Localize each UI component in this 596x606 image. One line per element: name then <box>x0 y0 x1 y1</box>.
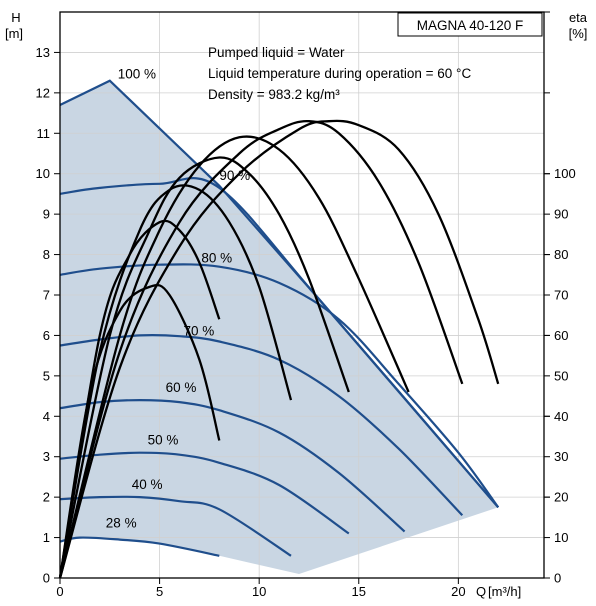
right-tick-label: 80 <box>554 247 568 262</box>
head-curve-28 <box>59 536 220 557</box>
title-frame <box>397 12 543 37</box>
left-tick-label: 3 <box>43 449 50 464</box>
eta-curve-60 <box>58 184 293 579</box>
left-tick-label: 7 <box>43 288 50 303</box>
eta-curve-90 <box>58 119 464 579</box>
left-tick-label: 1 <box>43 530 50 545</box>
right-tick-label: 90 <box>554 207 568 222</box>
curve-label-80: 80 % <box>201 251 232 266</box>
left-tick-label: 0 <box>43 571 50 586</box>
left-axis-name: H <box>11 10 20 25</box>
bottom-tick-label: 10 <box>252 584 266 599</box>
head-curves <box>59 79 500 557</box>
efficiency-curves <box>58 119 500 579</box>
eta-curve-40 <box>58 283 221 579</box>
note-liquid: Pumped liquid = Water <box>208 45 345 60</box>
head-curve-40 <box>59 495 292 557</box>
left-tick-label: 13 <box>36 45 50 60</box>
note-density: Density = 983.2 kg/m³ <box>208 87 340 102</box>
head-curve-50 <box>59 451 350 535</box>
curve-label-90: 90 % <box>219 168 250 183</box>
right-axis-name: eta <box>569 10 588 25</box>
left-tick-label: 11 <box>37 126 51 141</box>
right-tick-label: 20 <box>554 490 568 505</box>
curve-label-28: 28 % <box>106 515 137 530</box>
right-tick-label: 70 <box>554 288 568 303</box>
left-tick-label: 6 <box>43 328 50 343</box>
curve-labels: 100 % 90 % 80 % 70 % 60 % 50 % 40 % 28 % <box>106 67 250 531</box>
title-box: MAGNA 40-120 F <box>397 12 543 37</box>
right-tick-label: 50 <box>554 368 568 383</box>
operating-area <box>60 80 499 574</box>
right-tick-label: 100 <box>554 166 576 181</box>
head-curve-60 <box>59 398 406 533</box>
bottom-tick-label: 5 <box>156 584 163 599</box>
left-tick-label: 4 <box>43 409 50 424</box>
eta-curve-80 <box>58 135 410 579</box>
right-tick-label: 30 <box>554 449 568 464</box>
curve-label-100: 100 % <box>118 67 156 82</box>
right-tick-label: 40 <box>554 409 568 424</box>
bottom-tick-label: 20 <box>451 584 465 599</box>
x-axis-name: Q <box>476 584 486 599</box>
left-tick-label: 9 <box>43 207 50 222</box>
curve-label-40: 40 % <box>132 477 163 492</box>
right-axis-unit: [%] <box>569 26 588 41</box>
eta-curve-70 <box>58 156 350 579</box>
x-axis-unit: [m³/h] <box>488 584 521 599</box>
right-tick-label: 10 <box>554 530 568 545</box>
operating-area-shade <box>60 80 499 574</box>
left-tick-label: 8 <box>43 247 50 262</box>
right-tick-label: 0 <box>554 571 561 586</box>
left-tick-label: 10 <box>36 166 50 181</box>
right-tick-label: 60 <box>554 328 568 343</box>
axes: 0123456789101112130102030405060708090100… <box>36 11 576 599</box>
left-tick-label: 12 <box>36 85 50 100</box>
head-curve-70 <box>59 334 464 517</box>
bottom-tick-label: 15 <box>352 584 366 599</box>
left-tick-label: 5 <box>43 368 50 383</box>
curve-label-50: 50 % <box>148 433 179 448</box>
curve-label-60: 60 % <box>166 380 197 395</box>
left-tick-label: 2 <box>43 490 50 505</box>
note-temperature: Liquid temperature during operation = 60… <box>208 66 471 81</box>
bottom-tick-label: 0 <box>56 584 63 599</box>
left-axis-unit: [m] <box>5 26 23 41</box>
curve-label-70: 70 % <box>183 323 214 338</box>
chart-title: MAGNA 40-120 F <box>417 18 524 33</box>
